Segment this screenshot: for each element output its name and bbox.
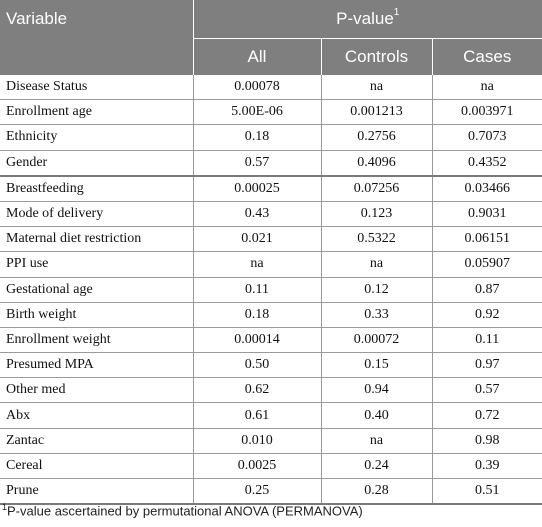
table-row: Maternal diet restriction 0.021 0.5322 0.06…: [0, 226, 542, 253]
cases-value-cell: 0.92: [432, 302, 542, 328]
all-value-cell: 0.61: [193, 402, 322, 429]
cases-value-cell: 0.9031: [432, 201, 542, 228]
controls-value-cell: na: [321, 75, 433, 101]
cases-value-cell: 0.87: [432, 277, 542, 303]
controls-value-cell: 0.12: [321, 277, 433, 303]
cases-value-cell: 0.11: [432, 327, 542, 354]
col-all-header: All: [193, 38, 321, 75]
cases-value-cell: 0.03466: [432, 175, 542, 202]
all-value-cell: 0.00025: [193, 175, 322, 202]
variable-cell: Presumed MPA: [0, 352, 194, 379]
variable-cell: Ethnicity: [0, 124, 194, 151]
all-value-cell: 0.50: [193, 352, 322, 379]
controls-value-cell: 0.00072: [321, 327, 433, 354]
cases-value-cell: 0.98: [432, 428, 542, 454]
controls-value-cell: 0.33: [321, 302, 433, 328]
table-row: Ethnicity 0.18 0.2756 0.7073: [0, 124, 542, 151]
all-value-cell: 0.25: [193, 478, 322, 506]
table-row: Cereal 0.0025 0.24 0.39: [0, 453, 542, 480]
table-row: Breastfeeding 0.00025 0.07256 0.03466: [0, 175, 542, 202]
all-value-cell: 0.43: [193, 201, 322, 228]
cases-value-cell: 0.4352: [432, 150, 542, 177]
controls-value-cell: na: [321, 251, 433, 278]
all-value-cell: 0.00014: [193, 327, 322, 354]
table-row: Birth weight 0.18 0.33 0.92: [0, 302, 542, 328]
variable-cell: Cereal: [0, 453, 194, 480]
table-row: Other med 0.62 0.94 0.57: [0, 377, 542, 404]
variable-cell: Breastfeeding: [0, 175, 194, 202]
cases-value-cell: 0.05907: [432, 251, 542, 278]
all-value-cell: 0.00078: [193, 75, 322, 101]
variable-cell: Other med: [0, 377, 194, 404]
controls-value-cell: na: [321, 428, 433, 454]
cases-value-cell: 0.003971: [432, 99, 542, 126]
all-value-cell: 0.021: [193, 226, 322, 253]
variable-cell: Disease Status: [0, 75, 194, 101]
cases-value-cell: 0.51: [432, 478, 542, 506]
all-value-cell: 0.62: [193, 377, 322, 404]
variable-cell: Mode of delivery: [0, 201, 194, 228]
controls-value-cell: 0.5322: [321, 226, 433, 253]
table-row: Prune 0.25 0.28 0.51: [0, 478, 542, 506]
all-value-cell: 0.57: [193, 150, 322, 177]
cases-value-cell: 0.39: [432, 453, 542, 480]
table-body: Disease Status 0.00078 na na Enrollment age 5…: [0, 75, 542, 506]
cases-value-cell: 0.06151: [432, 226, 542, 253]
cases-value-cell: 0.7073: [432, 124, 542, 151]
table-footnote: 1P-value ascertained by permutational AN…: [2, 502, 363, 518]
variable-cell: Abx: [0, 402, 194, 429]
pvalue-table: Variable P-value1 All Controls Cases Dis…: [0, 0, 542, 506]
controls-value-cell: 0.40: [321, 402, 433, 429]
all-value-cell: 0.18: [193, 124, 322, 151]
cases-value-cell: 0.97: [432, 352, 542, 379]
all-value-cell: 5.00E-06: [193, 99, 322, 126]
controls-value-cell: 0.15: [321, 352, 433, 379]
table-row: Presumed MPA 0.50 0.15 0.97: [0, 352, 542, 379]
all-value-cell: 0.18: [193, 302, 322, 328]
variable-cell: Enrollment age: [0, 99, 194, 126]
footnote-text: P-value ascertained by permutational ANO…: [7, 503, 363, 519]
footnote-marker: 1: [2, 502, 8, 512]
table-row: Disease Status 0.00078 na na: [0, 75, 542, 101]
variable-cell: Prune: [0, 478, 194, 506]
table-row: PPI use na na 0.05907: [0, 251, 542, 278]
cases-value-cell: 0.72: [432, 402, 542, 429]
controls-value-cell: 0.2756: [321, 124, 433, 151]
col-controls-header: Controls: [320, 38, 432, 75]
variable-cell: Birth weight: [0, 302, 194, 328]
variable-cell: Enrollment weight: [0, 327, 194, 354]
all-value-cell: 0.0025: [193, 453, 322, 480]
controls-value-cell: 0.001213: [321, 99, 433, 126]
controls-value-cell: 0.123: [321, 201, 433, 228]
table-row: Gestational age 0.11 0.12 0.87: [0, 277, 542, 303]
col-cases-header: Cases: [431, 38, 542, 75]
cases-value-cell: na: [432, 75, 542, 101]
controls-value-cell: 0.24: [321, 453, 433, 480]
variable-cell: PPI use: [0, 251, 194, 278]
controls-value-cell: 0.07256: [321, 175, 433, 202]
table-row: Gender 0.57 0.4096 0.4352: [0, 150, 542, 177]
table-row: Abx 0.61 0.40 0.72: [0, 402, 542, 429]
controls-value-cell: 0.94: [321, 377, 433, 404]
table-row: Mode of delivery 0.43 0.123 0.9031: [0, 201, 542, 228]
variable-cell: Maternal diet restriction: [0, 226, 194, 253]
all-value-cell: na: [193, 251, 322, 278]
table-row: Enrollment weight 0.00014 0.00072 0.11: [0, 327, 542, 354]
cases-value-cell: 0.57: [432, 377, 542, 404]
variable-cell: Gender: [0, 150, 194, 177]
table-row: Zantac 0.010 na 0.98: [0, 428, 542, 454]
controls-value-cell: 0.4096: [321, 150, 433, 177]
pvalue-header: P-value1: [193, 0, 542, 39]
table-row: Enrollment age 5.00E-06 0.001213 0.003971: [0, 99, 542, 126]
pvalue-header-text: P-value: [336, 9, 394, 28]
controls-value-cell: 0.28: [321, 478, 433, 506]
all-value-cell: 0.010: [193, 428, 322, 454]
variable-cell: Gestational age: [0, 277, 194, 303]
pvalue-footnote-marker: 1: [393, 7, 400, 19]
all-value-cell: 0.11: [193, 277, 322, 303]
variable-cell: Zantac: [0, 428, 194, 454]
variable-header: Variable: [0, 0, 194, 75]
